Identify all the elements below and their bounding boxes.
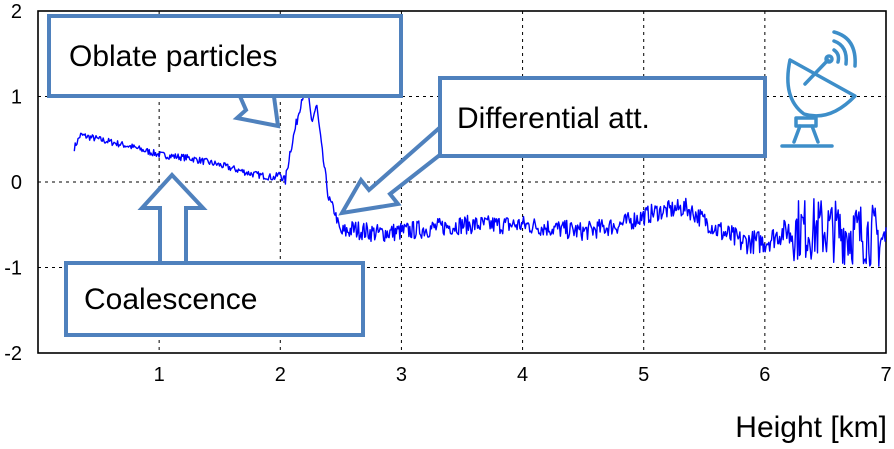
series-line <box>73 86 887 267</box>
x-tick-label: 1 <box>154 364 165 386</box>
y-tick-label: 0 <box>11 172 22 194</box>
satellite-dish-icon <box>780 30 857 148</box>
annotation-differential: Differential att. <box>438 76 767 158</box>
x-tick-label: 7 <box>880 364 891 386</box>
axis-ticks: 1 2 3 4 5 6 7 2 1 0 -1 -2 <box>4 1 891 386</box>
plot-frame <box>37 10 887 354</box>
annotation-oblate-text: Oblate particles <box>69 40 277 73</box>
x-tick-label: 6 <box>759 364 770 386</box>
x-tick-label: 2 <box>275 364 286 386</box>
y-tick-label: -2 <box>4 343 22 365</box>
x-tick-label: 5 <box>638 364 649 386</box>
annotation-coalescence: Coalescence <box>64 261 365 337</box>
x-tick-label: 4 <box>517 364 528 386</box>
y-tick-label: -1 <box>4 258 22 280</box>
y-tick-label: 2 <box>11 1 22 23</box>
x-axis-label: Height [km] <box>735 411 887 444</box>
y-tick-label: 1 <box>11 87 22 109</box>
annotation-coalescence-text: Coalescence <box>84 283 257 316</box>
arrow-coalescence <box>137 172 208 274</box>
annotation-oblate: Oblate particles <box>47 14 403 98</box>
x-tick-label: 3 <box>396 364 407 386</box>
annotation-differential-text: Differential att. <box>457 102 650 135</box>
